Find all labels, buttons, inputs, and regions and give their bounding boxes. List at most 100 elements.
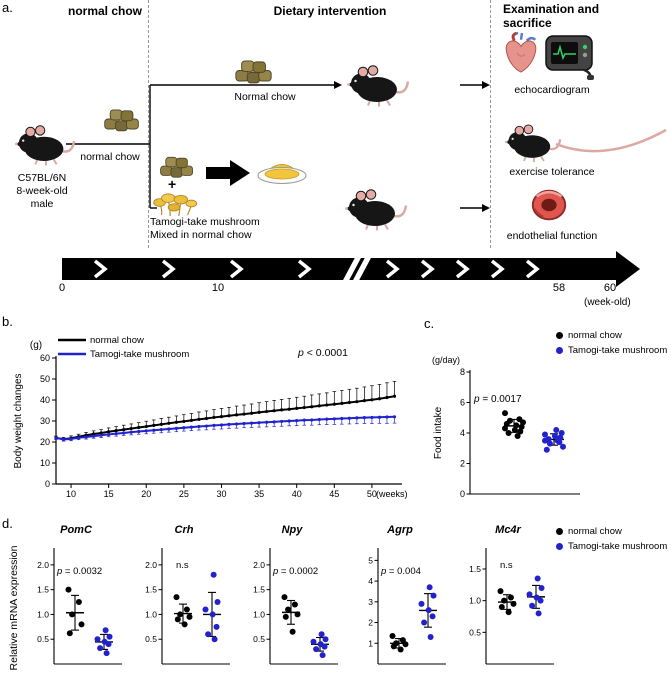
subplot-npy: Npy 0.5 1.0 1.5 2.0 p = 0.0002 <box>240 524 344 685</box>
gene-title-pomc: PomC <box>60 524 92 536</box>
header-normal-chow: normal chow <box>67 4 142 18</box>
panel-d-label: d. <box>2 516 13 531</box>
svg-text:(weeks): (weeks) <box>376 489 408 499</box>
svg-text:0.5: 0.5 <box>145 634 157 644</box>
chow-pellets-icon <box>102 104 142 134</box>
svg-text:25: 25 <box>179 489 189 499</box>
panel-b-label: b. <box>2 314 13 329</box>
svg-text:normal chow: normal chow <box>90 335 144 346</box>
svg-text:0.5: 0.5 <box>253 634 265 644</box>
svg-text:p = 0.0002: p = 0.0002 <box>272 566 318 577</box>
divider-dashed-left <box>148 0 149 248</box>
heart-icon <box>502 32 540 76</box>
gene-title-crh: Crh <box>174 524 194 536</box>
svg-text:45: 45 <box>329 489 339 499</box>
svg-text:1.5: 1.5 <box>253 585 265 595</box>
subject-sex: male <box>30 198 54 210</box>
subplot-pomc: PomC 0.5 1.0 1.5 2.0 p = 0.0032 <box>24 524 128 685</box>
svg-text:p = 0.0017: p = 0.0017 <box>473 394 522 405</box>
legend-item-normal-chow: normal chow <box>556 330 667 341</box>
svg-text:6: 6 <box>460 398 465 408</box>
svg-text:(g/day): (g/day) <box>432 355 460 365</box>
svg-text:10: 10 <box>40 458 50 468</box>
mouse-icon <box>14 122 76 166</box>
svg-text:p = 0.004: p = 0.004 <box>380 566 421 577</box>
echo-monitor-icon <box>544 34 594 80</box>
mix-label-line2: Mixed in normal chow <box>150 229 252 241</box>
timeline-unit: (week-old) <box>584 297 631 308</box>
svg-text:1.5: 1.5 <box>469 564 481 574</box>
black-dot-icon <box>556 528 563 535</box>
svg-text:1.0: 1.0 <box>145 609 157 619</box>
svg-text:3: 3 <box>368 597 373 607</box>
svg-text:4: 4 <box>368 576 373 586</box>
mixed-chow-bowl-icon <box>256 152 308 187</box>
npy-plot: 0.5 1.0 1.5 2.0 p = 0.0002 <box>253 548 338 665</box>
timeline-tick-0: 0 <box>58 282 66 294</box>
subplot-mc4r: Mc4r 0.5 1.0 1.5 n.s <box>456 524 560 685</box>
svg-text:1.0: 1.0 <box>469 596 481 606</box>
legend-item-mushroom: Tamogi-take mushroom <box>556 345 667 356</box>
agrp-plot: 1 2 3 4 5 p = 0.004 <box>368 548 446 665</box>
exam-label-echocardiogram: echocardiogram <box>514 84 590 96</box>
svg-text:50: 50 <box>40 374 50 384</box>
blue-dot-icon <box>556 347 563 354</box>
svg-text:n.s: n.s <box>176 560 189 571</box>
svg-text:4: 4 <box>460 428 465 438</box>
svg-text:5: 5 <box>368 555 373 565</box>
svg-text:1.5: 1.5 <box>37 585 49 595</box>
legend-label: normal chow <box>568 330 622 341</box>
svg-text:30: 30 <box>216 489 226 499</box>
panel-d-ylabel: Relative mRNA expression <box>8 545 20 671</box>
mouse-icon <box>344 186 408 231</box>
svg-text:0: 0 <box>45 479 50 489</box>
svg-text:2.0: 2.0 <box>37 560 49 570</box>
timeline-tick-60: 60 <box>603 282 617 294</box>
exam-label-exercise-tolerance: exercise tolerance <box>509 166 595 178</box>
blue-dot-icon <box>556 543 563 550</box>
svg-text:10: 10 <box>66 489 76 499</box>
divider-dashed-right <box>490 0 491 248</box>
svg-text:1: 1 <box>368 638 373 648</box>
mouse-icon <box>346 62 410 107</box>
svg-text:2.0: 2.0 <box>145 560 157 570</box>
timeline-arrow <box>62 251 640 287</box>
mouse-tail-icon <box>555 128 667 153</box>
svg-text:0: 0 <box>460 489 465 499</box>
legend-label: Tamogi-take mushroom <box>568 541 668 552</box>
svg-text:1.5: 1.5 <box>145 585 157 595</box>
svg-text:20: 20 <box>141 489 151 499</box>
panel-c-label: c. <box>424 316 435 331</box>
legend-item-normal-chow: normal chow <box>556 526 667 537</box>
subplot-crh: Crh 0.5 1.0 1.5 2.0 n.s <box>132 524 236 685</box>
svg-text:40: 40 <box>292 489 302 499</box>
svg-text:(g): (g) <box>30 340 42 351</box>
connector-arrows <box>66 81 490 212</box>
pomc-plot: 0.5 1.0 1.5 2.0 p = 0.0032 <box>37 548 122 665</box>
mix-label-line1: Tamogi-take mushroom <box>150 216 260 228</box>
svg-text:0.5: 0.5 <box>469 627 481 637</box>
black-dot-icon <box>556 332 563 339</box>
exam-label-endothelial-function: endothelial function <box>506 230 598 242</box>
svg-text:40: 40 <box>40 395 50 405</box>
svg-text:2: 2 <box>460 459 465 469</box>
branch-label-normal-chow: Normal chow <box>234 91 296 103</box>
panel-a-label: a. <box>2 0 13 15</box>
legend-item-mushroom: Tamogi-take mushroom <box>556 541 667 552</box>
header-dietary-intervention: Dietary intervention <box>273 4 387 18</box>
svg-text:8: 8 <box>460 367 465 377</box>
vessel-ring-icon <box>528 184 570 226</box>
crh-plot: 0.5 1.0 1.5 2.0 n.s <box>145 548 230 665</box>
svg-text:1.0: 1.0 <box>37 609 49 619</box>
svg-text:2.0: 2.0 <box>253 560 265 570</box>
subplot-agrp: Agrp 1 2 3 4 5 p = 0.004 <box>348 524 452 685</box>
legend-label: Tamogi-take mushroom <box>568 345 668 356</box>
svg-text:1.0: 1.0 <box>253 609 265 619</box>
svg-text:Food intake: Food intake <box>433 406 444 459</box>
panel-c: c. normal chow Tamogi-take mushroom 0 2 4 6… <box>420 314 671 514</box>
panel-a: a. normal chow Dietary intervention Exam… <box>0 0 671 312</box>
timeline-tick-10: 10 <box>211 282 225 294</box>
svg-text:2: 2 <box>368 618 373 628</box>
svg-text:Tamogi-take mushroom: Tamogi-take mushroom <box>90 349 189 360</box>
